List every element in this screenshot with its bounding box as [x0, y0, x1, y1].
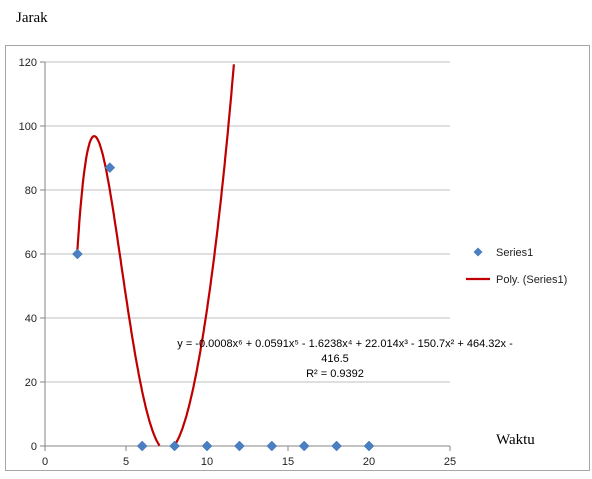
y-axis-title: Jarak	[16, 10, 48, 26]
y-tick-label: 20	[25, 377, 37, 389]
x-tick-label: 20	[363, 456, 375, 468]
r-squared-label: R² = 0.9392	[306, 368, 364, 380]
data-point	[266, 440, 278, 452]
data-point	[72, 248, 83, 260]
trendline-layer	[76, 64, 235, 447]
axes: 0 20 40 60 80 100 120 0 5 10 15 20 25	[19, 57, 456, 468]
chart-area	[5, 45, 590, 471]
data-point	[331, 440, 342, 452]
data-point	[136, 440, 148, 452]
x-axis-title: Waktu	[496, 432, 535, 448]
trendline-equation-line-1: y = -0.0008x⁶ + 0.0591x⁵ - 1.6238x⁴ + 22…	[177, 338, 513, 350]
legend-marker-series1	[473, 247, 483, 257]
y-tick-label: 60	[25, 249, 37, 261]
legend-label-series1: Series1	[496, 247, 533, 259]
x-tick-label: 10	[201, 456, 213, 468]
legend-label-trendline: Poly. (Series1)	[496, 274, 567, 286]
x-tick-label: 15	[282, 456, 294, 468]
y-tick-label: 0	[31, 441, 37, 453]
y-tick-label: 100	[19, 121, 37, 133]
data-points	[72, 162, 375, 452]
x-tick-label: 25	[444, 456, 456, 468]
gridlines	[45, 61, 450, 383]
trendline-segment	[173, 64, 235, 447]
data-point	[363, 440, 375, 452]
x-tick-label: 0	[42, 456, 48, 468]
data-point	[201, 440, 213, 452]
y-tick-label: 40	[25, 313, 37, 325]
y-tick-label: 80	[25, 185, 37, 197]
data-point	[234, 440, 245, 452]
data-point	[298, 440, 310, 452]
trendline-equation-line-2: 416.5	[321, 353, 349, 365]
x-tick-label: 5	[123, 456, 129, 468]
data-point	[104, 162, 116, 173]
legend: Series1 Poly. (Series1)	[466, 247, 567, 286]
y-tick-label: 120	[19, 57, 37, 69]
trendline-segment	[76, 135, 161, 447]
data-point	[169, 440, 180, 452]
